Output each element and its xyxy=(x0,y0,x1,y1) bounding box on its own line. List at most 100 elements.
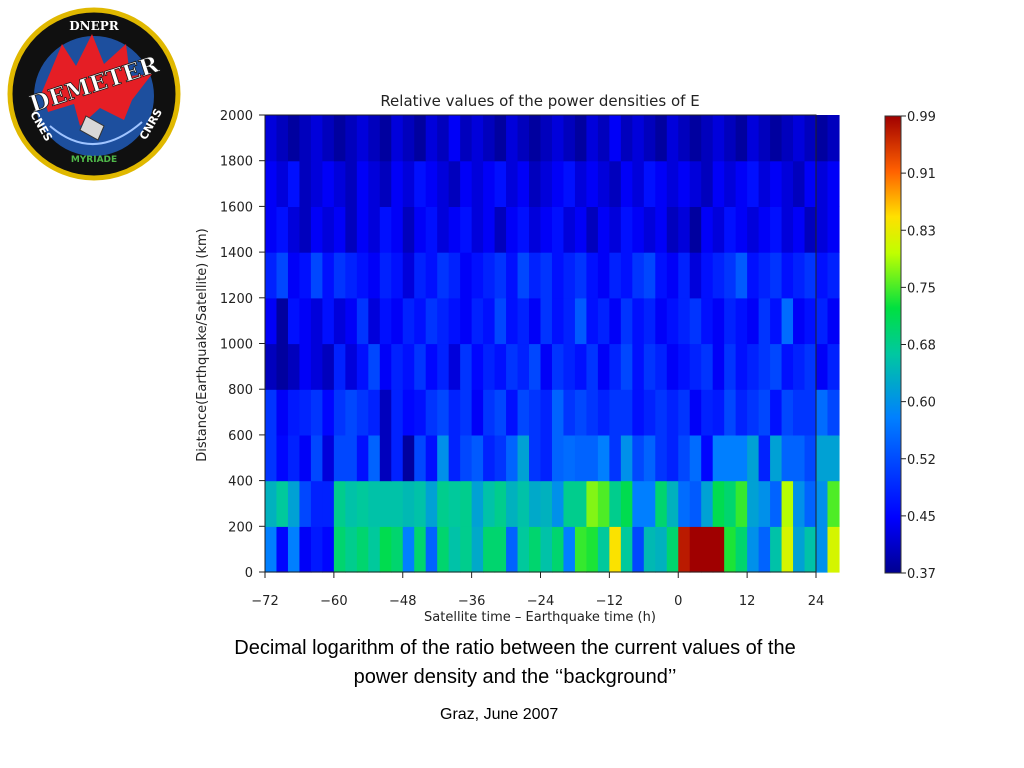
heatmap-cell xyxy=(448,389,461,436)
heatmap-cell xyxy=(735,206,748,253)
heatmap-cell xyxy=(735,480,748,527)
heatmap-cell xyxy=(735,343,748,390)
heatmap-cell xyxy=(310,206,323,253)
heatmap-cell xyxy=(448,480,461,527)
y-tick-label: 200 xyxy=(228,520,253,535)
heatmap-cell xyxy=(402,160,415,207)
heatmap-cell xyxy=(494,434,507,482)
heatmap-cell xyxy=(758,297,771,345)
heatmap-cell xyxy=(506,434,519,482)
heatmap-cell xyxy=(804,160,817,207)
heatmap-cell xyxy=(781,389,794,436)
heatmap-cell xyxy=(712,526,725,573)
heatmap-cell xyxy=(368,252,381,299)
colorbar-tick-label: 0.99 xyxy=(907,110,936,125)
heatmap-cell xyxy=(666,297,679,345)
heatmap-cell xyxy=(494,252,507,299)
heatmap-cell xyxy=(379,160,392,207)
heatmap-cell xyxy=(758,115,771,162)
heatmap-cell xyxy=(333,526,346,573)
heatmap-cell xyxy=(758,206,771,253)
heatmap-cell xyxy=(425,252,438,299)
heatmap-cell xyxy=(827,297,840,345)
colorbar-tick-label: 0.60 xyxy=(907,396,936,411)
heatmap-cell xyxy=(701,297,714,345)
heatmap-cell xyxy=(265,115,278,162)
heatmap-cell xyxy=(460,115,473,162)
heatmap-cell xyxy=(506,389,519,436)
heatmap-cell xyxy=(448,115,461,162)
heatmap-cell xyxy=(425,343,438,390)
heatmap-cell xyxy=(574,252,588,299)
heatmap-cell xyxy=(724,434,737,482)
heatmap-cell xyxy=(483,434,496,482)
heatmap-cell xyxy=(310,252,323,299)
heatmap-cell xyxy=(712,160,725,207)
heatmap-cell xyxy=(425,480,438,527)
heatmap-cell xyxy=(414,526,427,573)
heatmap-cell xyxy=(540,343,553,390)
heatmap-cell xyxy=(299,297,312,345)
heatmap-cell xyxy=(563,343,576,390)
y-tick-label: 1800 xyxy=(220,155,253,170)
heatmap-cell xyxy=(402,115,415,162)
heatmap-cell xyxy=(574,389,588,436)
heatmap-cell xyxy=(816,389,829,436)
heatmap-cell xyxy=(356,160,369,207)
heatmap-cell xyxy=(632,206,645,253)
heatmap-cell xyxy=(391,297,404,345)
heatmap-cell xyxy=(265,297,278,345)
heatmap-cell xyxy=(632,389,645,436)
heatmap-cell xyxy=(655,526,668,573)
heatmap-cell xyxy=(494,160,507,207)
heatmap-cell xyxy=(793,434,806,482)
footer-place-date: Graz, June 2007 xyxy=(440,706,559,723)
heatmap-cell xyxy=(724,160,737,207)
heatmap-cell xyxy=(517,206,530,253)
heatmap-cell xyxy=(345,389,358,436)
heatmap-cell xyxy=(391,343,404,390)
heatmap-cell xyxy=(460,526,473,573)
heatmap-cell xyxy=(804,480,817,527)
demeter-mission-logo: DNEPR DEMETER CNES CNRS MYRIADE xyxy=(7,7,181,181)
heatmap-cell xyxy=(758,480,771,527)
y-tick-label: 1000 xyxy=(220,338,253,353)
heatmap-cell xyxy=(425,297,438,345)
heatmap-cell xyxy=(758,389,771,436)
heatmap-cell xyxy=(827,252,840,299)
heatmap-cell xyxy=(747,115,760,162)
heatmap-cell xyxy=(620,252,633,299)
heatmap-cell xyxy=(816,297,829,345)
heatmap-cell xyxy=(770,434,783,482)
heatmap-cell xyxy=(643,434,656,482)
heatmap-cell xyxy=(574,160,588,207)
y-tick-label: 400 xyxy=(228,475,253,490)
y-tick-label: 1600 xyxy=(220,200,253,215)
colorbar-tick-label: 0.75 xyxy=(907,281,936,296)
heatmap-cell xyxy=(666,160,679,207)
heatmap-cell xyxy=(551,434,565,482)
heatmap-cell xyxy=(483,297,496,345)
heatmap-cell xyxy=(758,160,771,207)
heatmap-cell xyxy=(402,480,415,527)
heatmap-cell xyxy=(425,115,438,162)
heatmap-cell xyxy=(655,297,668,345)
heatmap-cell xyxy=(747,160,760,207)
power-density-heatmap-chart: Relative values of the power densities o… xyxy=(195,92,936,625)
heatmap-cell xyxy=(770,115,783,162)
heatmap-cell xyxy=(529,252,542,299)
heatmap-cell xyxy=(620,343,633,390)
heatmap-cell xyxy=(460,343,473,390)
heatmap-cell xyxy=(701,252,714,299)
heatmap-cell xyxy=(506,343,519,390)
heatmap-cell xyxy=(287,115,301,162)
heatmap-cell xyxy=(747,252,760,299)
heatmap-cell xyxy=(276,480,289,527)
heatmap-cell xyxy=(804,343,817,390)
heatmap-cell xyxy=(632,434,645,482)
heatmap-cell xyxy=(735,434,748,482)
heatmap-cell xyxy=(689,206,702,253)
heatmap-cell xyxy=(701,206,714,253)
heatmap-cell xyxy=(551,343,565,390)
heatmap-cell xyxy=(448,160,461,207)
